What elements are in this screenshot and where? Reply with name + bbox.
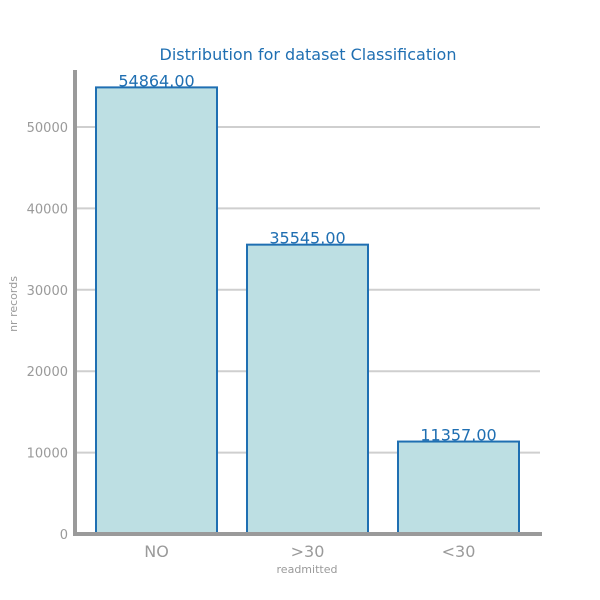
y-tick-label: 40000 [27, 202, 68, 217]
y-tick-label: 20000 [27, 365, 68, 380]
x-tick-label: <30 [442, 542, 476, 561]
y-tick-label: 0 [60, 528, 68, 543]
x-tick-label: >30 [291, 542, 325, 561]
value-labels: 54864.00 35545.00 11357.00 [118, 71, 496, 444]
bar-2 [397, 440, 520, 536]
y-tick-labels: 0 10000 20000 30000 40000 50000 [27, 121, 68, 543]
y-tick-label: 30000 [27, 284, 68, 299]
value-label: 11357.00 [420, 426, 496, 445]
y-tick-label: 10000 [27, 447, 68, 462]
y-axis-label: nr records [7, 276, 20, 332]
bar-0 [95, 86, 218, 535]
axes [73, 70, 542, 536]
bars [95, 86, 520, 536]
value-label: 54864.00 [118, 71, 194, 90]
x-axis-label: readmitted [277, 563, 338, 576]
x-tick-label: NO [144, 542, 169, 561]
chart-title: Distribution for dataset Classification [160, 45, 457, 64]
value-label: 35545.00 [269, 229, 345, 248]
y-tick-label: 50000 [27, 121, 68, 136]
bar-1 [246, 243, 369, 536]
x-tick-labels: NO >30 <30 [144, 542, 475, 561]
